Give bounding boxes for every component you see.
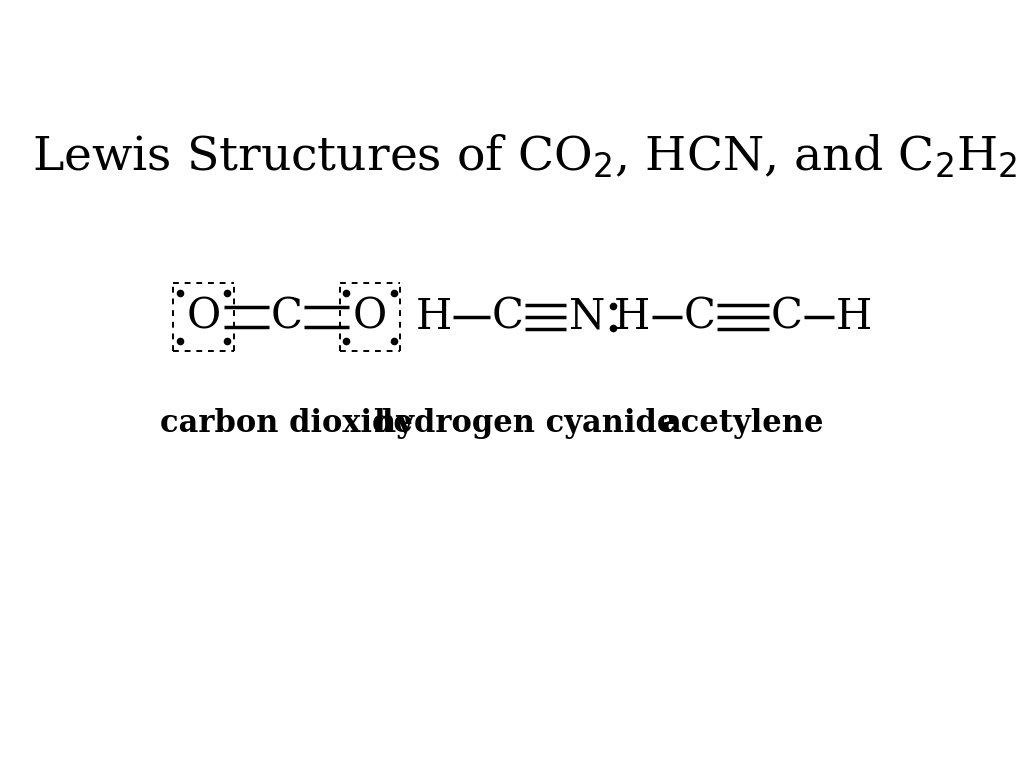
Text: O: O <box>353 296 387 338</box>
Text: H: H <box>613 296 650 338</box>
Text: carbon dioxide: carbon dioxide <box>161 408 413 439</box>
Text: O: O <box>186 296 220 338</box>
Text: C: C <box>270 296 303 338</box>
Text: acetylene: acetylene <box>662 408 824 439</box>
Text: C: C <box>771 296 803 338</box>
Text: C: C <box>683 296 716 338</box>
Text: C: C <box>492 296 523 338</box>
Text: hydrogen cyanide: hydrogen cyanide <box>374 408 676 439</box>
Text: N: N <box>568 296 605 338</box>
Text: Lewis Structures of CO$_2$, HCN, and C$_2$H$_2$: Lewis Structures of CO$_2$, HCN, and C$_… <box>32 134 1018 181</box>
Text: H: H <box>416 296 452 338</box>
Text: H: H <box>836 296 872 338</box>
